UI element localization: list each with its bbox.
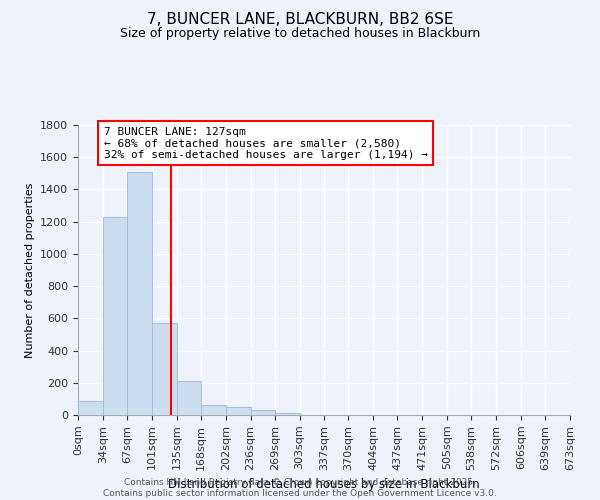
- Bar: [176, 381, 201, 415]
- Bar: [226, 408, 251, 415]
- Text: Size of property relative to detached houses in Blackburn: Size of property relative to detached ho…: [120, 28, 480, 40]
- X-axis label: Distribution of detached houses by size in Blackburn: Distribution of detached houses by size …: [168, 478, 480, 491]
- Text: 7 BUNCER LANE: 127sqm
← 68% of detached houses are smaller (2,580)
32% of semi-d: 7 BUNCER LANE: 127sqm ← 68% of detached …: [104, 126, 428, 160]
- Bar: [251, 410, 275, 415]
- Bar: [78, 400, 103, 415]
- Bar: [103, 217, 127, 415]
- Bar: [152, 323, 176, 415]
- Y-axis label: Number of detached properties: Number of detached properties: [25, 182, 35, 358]
- Text: 7, BUNCER LANE, BLACKBURN, BB2 6SE: 7, BUNCER LANE, BLACKBURN, BB2 6SE: [147, 12, 453, 28]
- Bar: [127, 172, 152, 415]
- Text: Contains HM Land Registry data © Crown copyright and database right 2025.
Contai: Contains HM Land Registry data © Crown c…: [103, 478, 497, 498]
- Bar: [275, 412, 299, 415]
- Bar: [201, 404, 226, 415]
